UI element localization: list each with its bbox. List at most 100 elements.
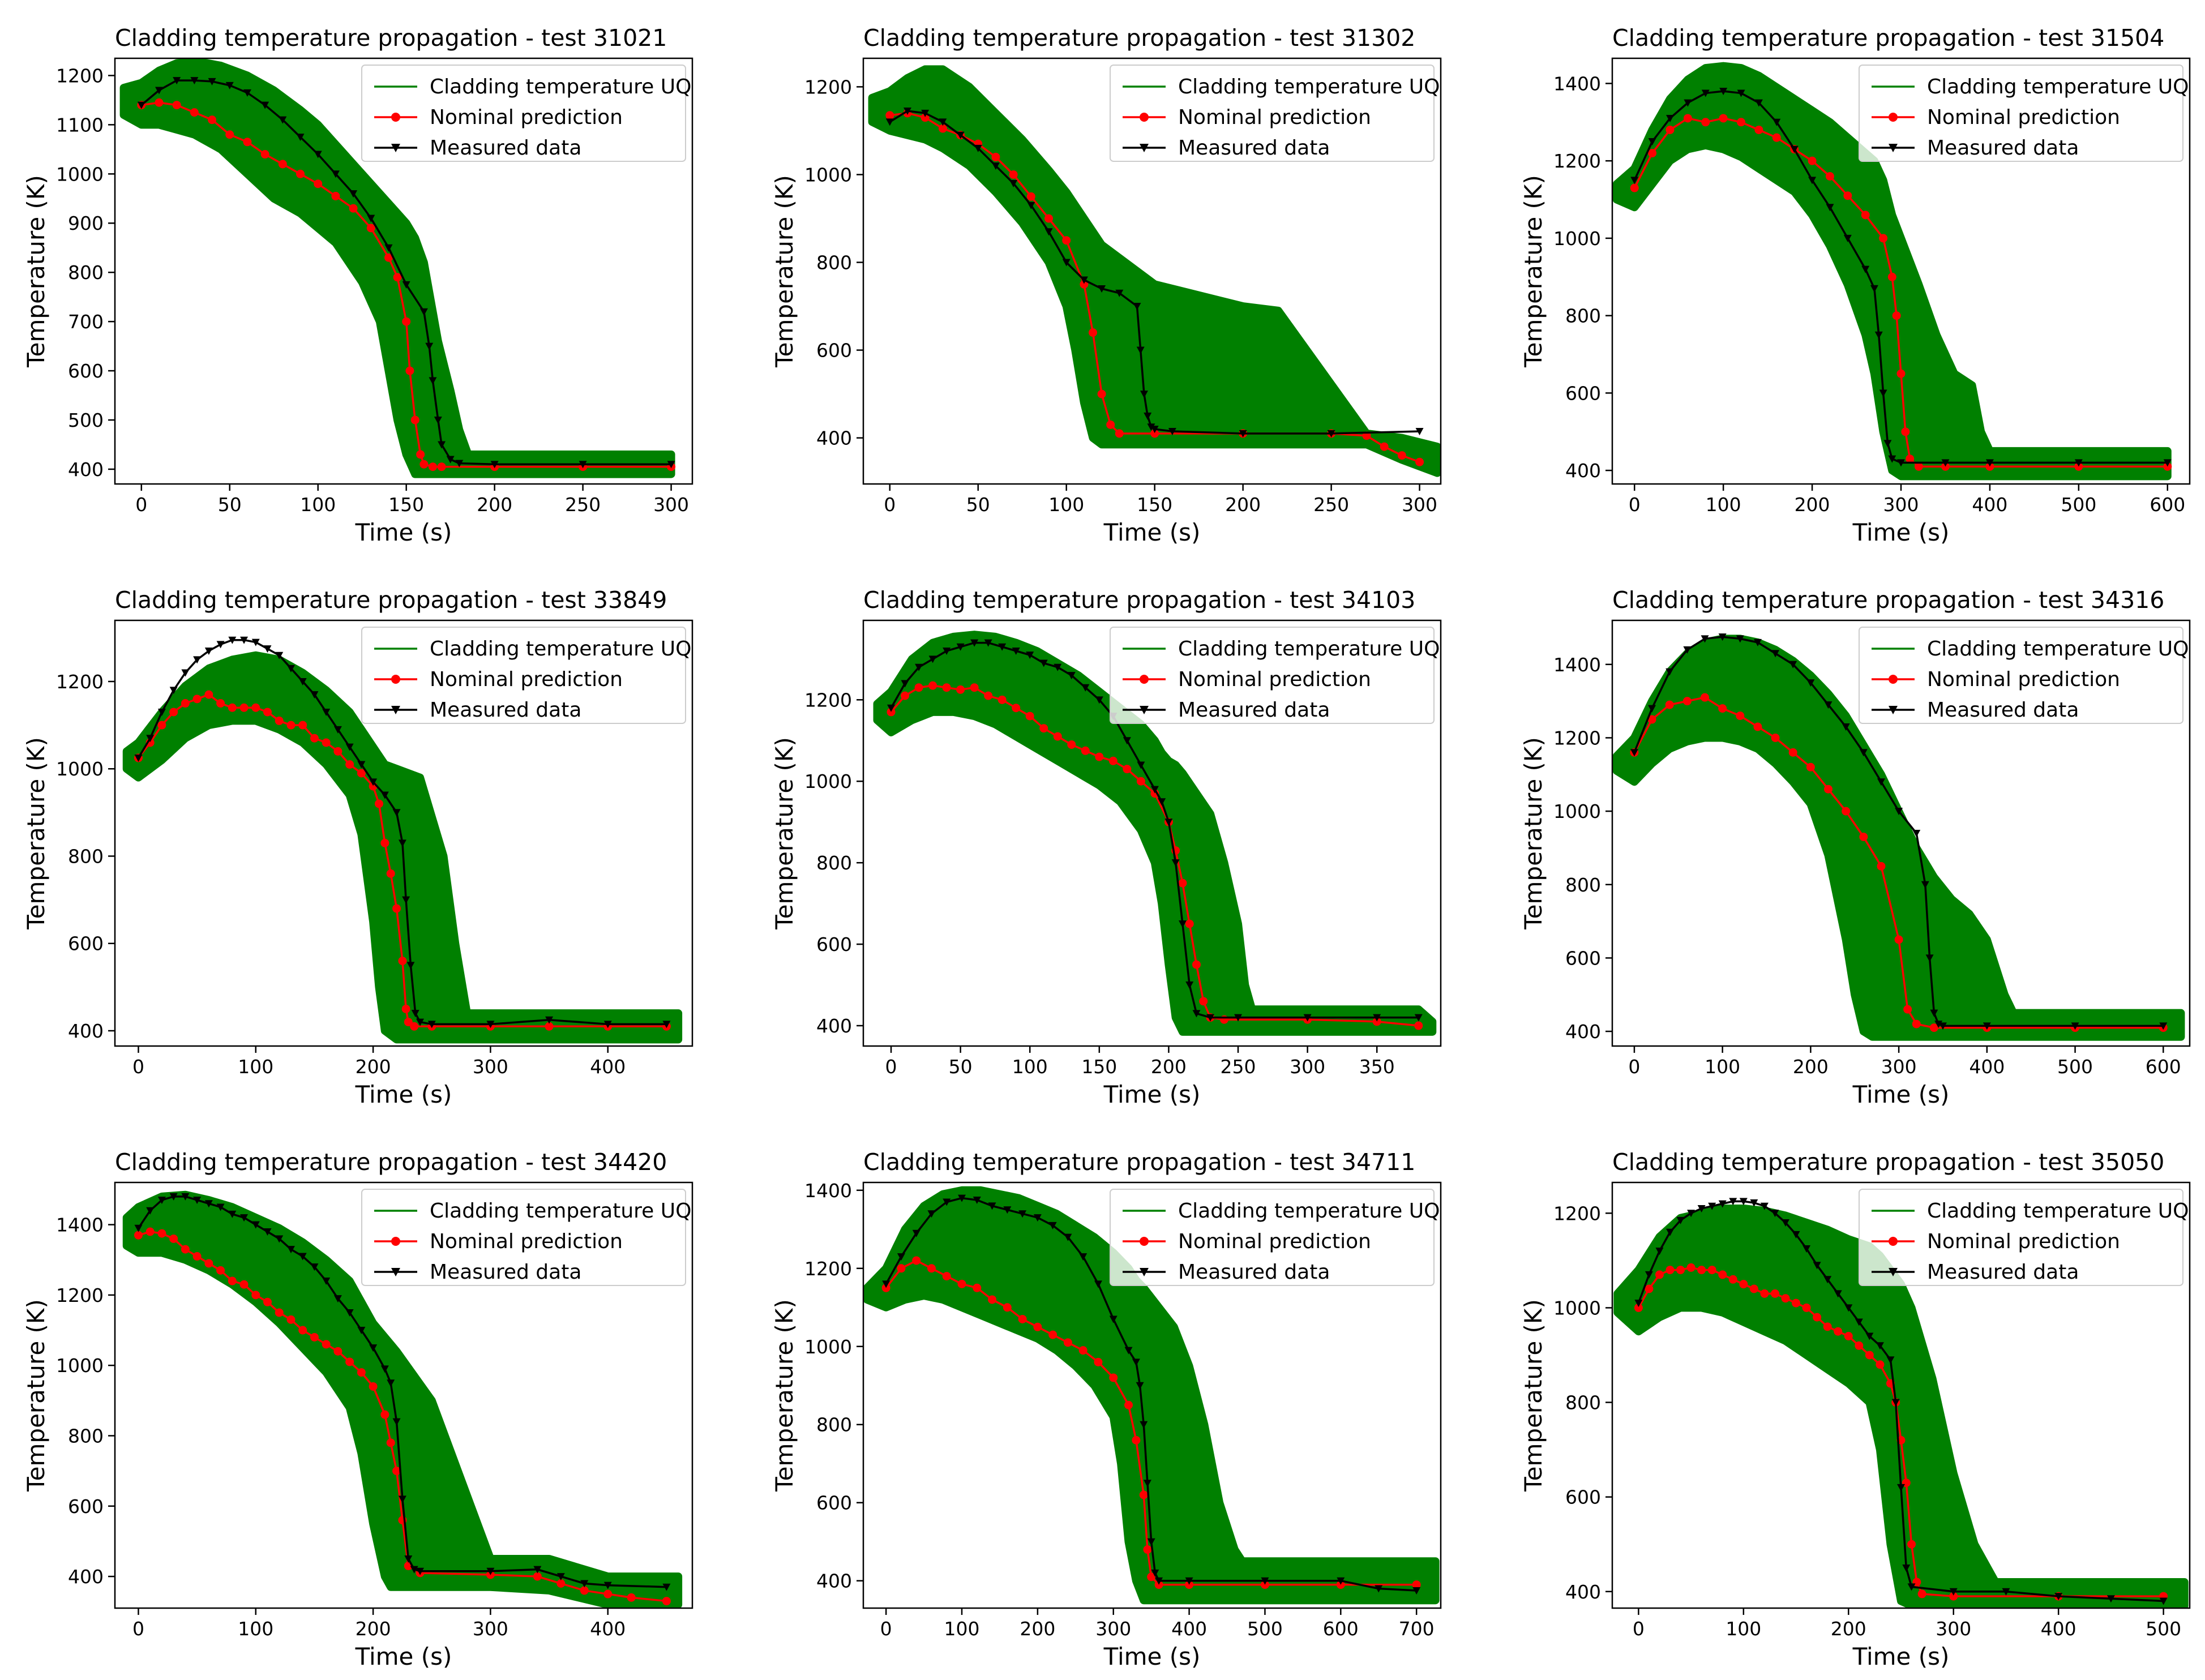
legend-nominal-label: Nominal prediction [1927, 106, 2120, 129]
y-axis-label: Temperature (K) [1519, 175, 1547, 368]
measured-point [1886, 1356, 1895, 1364]
nominal-point [392, 1467, 401, 1476]
nominal-point [970, 683, 979, 692]
measured-point [1080, 276, 1088, 284]
nominal-point [1728, 1275, 1737, 1284]
nominal-point [1648, 148, 1657, 157]
measured-point [1303, 1014, 1312, 1022]
legend-measured-marker [391, 1268, 400, 1276]
x-axis-label: Time (s) [1103, 1081, 1201, 1108]
nominal-point [369, 1382, 378, 1391]
axes-frame [862, 57, 1442, 485]
nominal-point [192, 1252, 202, 1261]
x-tick-label: 100 [944, 1618, 980, 1640]
measured-point [1806, 679, 1815, 687]
nominal-point [296, 169, 305, 178]
legend: Cladding temperature UQ Nominal predictio… [1859, 1189, 2189, 1286]
measured-point [2054, 1593, 2063, 1601]
nominal-point [1719, 114, 1728, 123]
nominal-point [278, 160, 287, 169]
nominal-point [145, 1227, 155, 1236]
measured-point [1655, 1248, 1664, 1255]
measured-point [1921, 881, 1929, 889]
nominal-point [1879, 234, 1888, 243]
measured-point [1081, 684, 1090, 692]
nominal-point [1861, 211, 1870, 220]
x-tick-label: 150 [1081, 1056, 1117, 1078]
measured-point [1044, 228, 1053, 236]
chart-title: Cladding temperature propagation - test … [1612, 24, 2164, 52]
nominal-point [912, 1256, 921, 1265]
nominal-point [405, 366, 414, 375]
measured-point [991, 162, 1000, 170]
nominal-point [1012, 704, 1021, 713]
measured-point [1155, 1577, 1163, 1585]
measured-point [1876, 1342, 1884, 1350]
nominal-point [991, 152, 1000, 161]
measured-point [1375, 1585, 1383, 1593]
nominal-point [1697, 1266, 1706, 1275]
uq-band [873, 631, 1437, 1036]
nominal-point [1415, 457, 1424, 466]
x-tick-label: 600 [2146, 1056, 2181, 1078]
y-tick-label: 500 [68, 409, 104, 431]
measured-point [345, 1309, 354, 1317]
measured-point [333, 1295, 342, 1303]
measured-point [1414, 1014, 1423, 1022]
measured-point [1412, 1587, 1421, 1595]
measured-point [1808, 177, 1817, 185]
legend-nominal-label: Nominal prediction [1178, 1230, 1371, 1253]
nominal-point [1136, 777, 1145, 786]
nominal-point [1106, 420, 1115, 429]
nominal-point [1792, 1298, 1801, 1308]
measured-point [243, 89, 251, 97]
x-tick-label: 100 [1726, 1618, 1761, 1640]
y-tick-label: 400 [816, 1570, 852, 1592]
measured-point [333, 726, 342, 734]
y-tick-label: 400 [816, 427, 852, 449]
x-tick-label: 0 [880, 1618, 892, 1640]
nominal-point [374, 799, 383, 808]
nominal-point [984, 691, 993, 700]
measured-point [956, 131, 965, 139]
measured-point [1985, 459, 1994, 467]
measured-point [1834, 1290, 1842, 1298]
nominal-point [239, 1280, 249, 1289]
measured-point [1753, 638, 1762, 646]
measured-point [263, 645, 272, 653]
measured-point [1879, 389, 1887, 397]
y-tick-label: 800 [816, 852, 852, 874]
nominal-point [885, 111, 894, 120]
x-tick-label: 500 [1247, 1618, 1283, 1640]
measured-point [279, 116, 287, 124]
measured-point [1143, 1480, 1151, 1488]
measured-point [1888, 455, 1896, 463]
nominal-line [138, 1231, 667, 1602]
nominal-point [1039, 724, 1048, 733]
measured-point [1234, 1014, 1243, 1022]
legend-box [1859, 65, 2183, 162]
measured-point [1930, 1009, 1938, 1017]
measured-point [310, 691, 319, 699]
measured-point [251, 638, 260, 646]
nominal-point [1397, 451, 1406, 460]
nominal-point [410, 1022, 419, 1031]
y-axis-label: Temperature (K) [770, 175, 798, 368]
chart-title: Cladding temperature propagation - test … [863, 24, 1415, 52]
nominal-point [662, 1597, 671, 1606]
measured-point [1813, 1262, 1821, 1270]
measured-point [1666, 114, 1674, 122]
x-tick-label: 0 [1628, 1056, 1640, 1078]
measured-point [1144, 412, 1152, 420]
measured-point [455, 460, 464, 468]
nominal-point [1737, 118, 1746, 127]
chart-title: Cladding temperature propagation - test … [115, 24, 667, 52]
x-tick-label: 300 [473, 1056, 508, 1078]
measured-point [1185, 1577, 1193, 1585]
measured-point [943, 1198, 951, 1206]
measured-point [988, 1202, 996, 1210]
measured-point [882, 1280, 890, 1288]
measured-point [137, 101, 145, 109]
measured-point [398, 1495, 406, 1503]
nominal-point [1109, 1373, 1118, 1382]
